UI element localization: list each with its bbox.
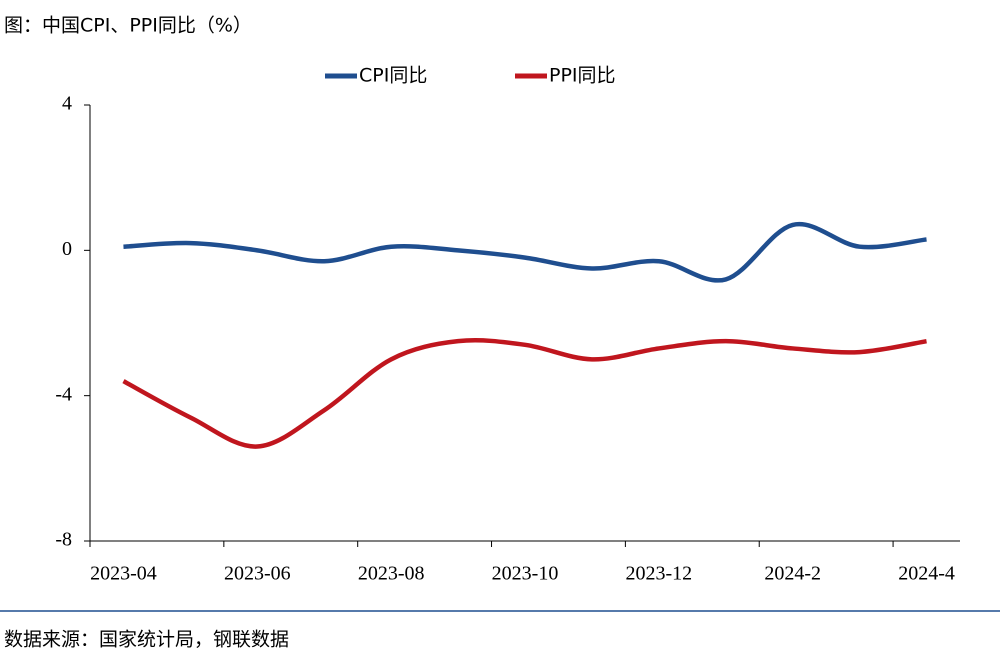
x-tick-label: 2023-08	[358, 563, 425, 585]
x-tick-label: 2024-2	[764, 563, 821, 585]
x-tick-label: 2024-4	[898, 563, 955, 585]
legend-label: CPI同比	[359, 65, 427, 87]
chart-title: 图：中国CPI、PPI同比（%）	[4, 15, 252, 37]
source: 数据来源：国家统计局，钢联数据	[4, 629, 289, 651]
legend-label: PPI同比	[549, 65, 616, 87]
series-line	[123, 221, 927, 283]
y-tick-label: -4	[55, 383, 72, 405]
x-tick-label: 2023-06	[224, 563, 291, 585]
y-tick-label: 0	[62, 238, 72, 260]
y-tick-label: 4	[62, 93, 72, 115]
y-tick-label: -8	[55, 529, 72, 551]
x-tick-label: 2023-04	[90, 563, 157, 585]
x-tick-label: 2023-10	[492, 563, 559, 585]
series-line	[122, 338, 927, 449]
x-tick-label: 2023-12	[626, 563, 693, 585]
